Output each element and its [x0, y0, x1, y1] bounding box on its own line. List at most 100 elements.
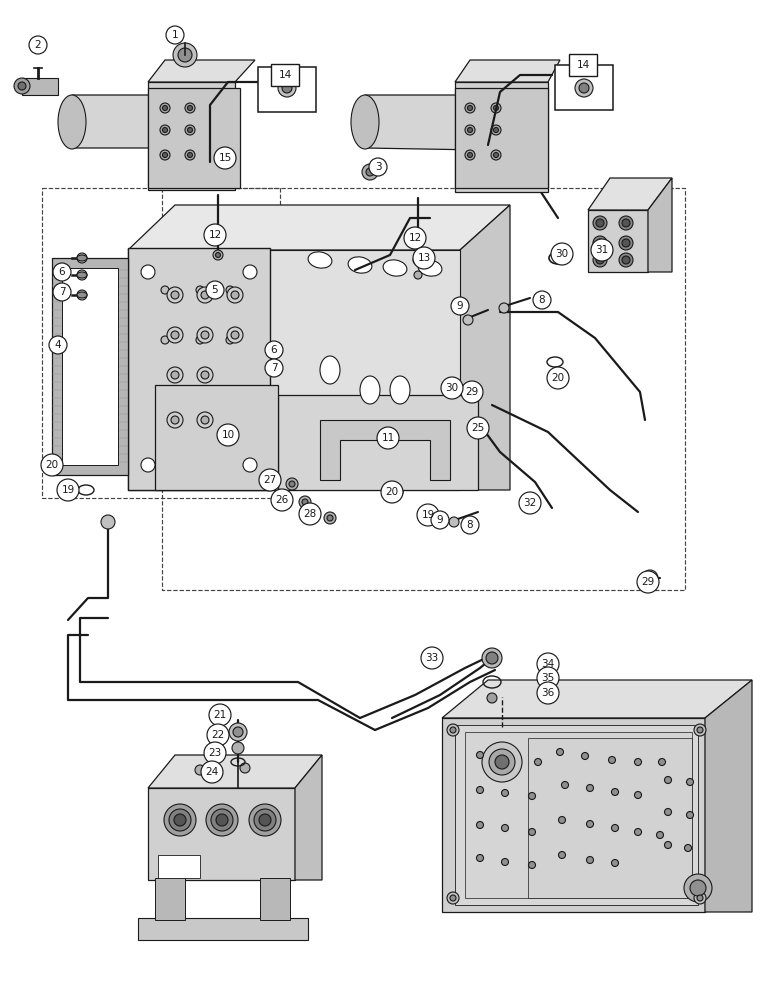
Circle shape	[491, 103, 501, 113]
Circle shape	[302, 499, 308, 505]
Circle shape	[611, 859, 618, 866]
Circle shape	[243, 265, 257, 279]
Circle shape	[619, 253, 633, 267]
Text: 13: 13	[418, 253, 431, 263]
Text: 4: 4	[55, 340, 61, 350]
Circle shape	[499, 303, 509, 313]
Circle shape	[327, 515, 333, 521]
Circle shape	[167, 327, 183, 343]
Circle shape	[558, 816, 566, 824]
Circle shape	[476, 854, 483, 861]
Circle shape	[162, 127, 168, 132]
Circle shape	[161, 336, 169, 344]
Circle shape	[162, 152, 168, 157]
Circle shape	[447, 724, 459, 736]
Circle shape	[619, 236, 633, 250]
Circle shape	[431, 511, 449, 529]
Polygon shape	[455, 88, 548, 188]
Polygon shape	[588, 178, 672, 210]
Text: 20: 20	[551, 373, 564, 383]
Circle shape	[489, 749, 515, 775]
Circle shape	[608, 756, 615, 764]
Text: 19: 19	[422, 510, 435, 520]
Ellipse shape	[360, 376, 380, 404]
Circle shape	[642, 570, 658, 586]
Circle shape	[29, 36, 47, 54]
Circle shape	[213, 250, 223, 260]
Circle shape	[468, 152, 472, 157]
Circle shape	[465, 150, 475, 160]
Circle shape	[209, 704, 231, 726]
Circle shape	[158, 333, 172, 347]
Circle shape	[525, 495, 539, 509]
Polygon shape	[455, 60, 560, 82]
Polygon shape	[588, 210, 648, 272]
Circle shape	[206, 804, 238, 836]
Circle shape	[215, 252, 221, 257]
Circle shape	[201, 761, 223, 783]
Circle shape	[160, 103, 170, 113]
Circle shape	[278, 79, 296, 97]
Circle shape	[593, 236, 607, 250]
Circle shape	[223, 333, 237, 347]
Circle shape	[502, 858, 509, 865]
Circle shape	[196, 286, 204, 294]
Circle shape	[369, 158, 387, 176]
Text: 19: 19	[62, 485, 75, 495]
Polygon shape	[148, 88, 240, 188]
Circle shape	[414, 271, 422, 279]
Text: 36: 36	[541, 688, 554, 698]
Circle shape	[468, 105, 472, 110]
Text: 29: 29	[466, 387, 479, 397]
Circle shape	[188, 127, 192, 132]
Circle shape	[167, 287, 183, 303]
Circle shape	[226, 336, 234, 344]
Text: 14: 14	[279, 70, 292, 80]
Circle shape	[417, 504, 439, 526]
Polygon shape	[155, 878, 185, 920]
Circle shape	[447, 892, 459, 904]
Ellipse shape	[77, 272, 87, 278]
Circle shape	[231, 291, 239, 299]
Circle shape	[635, 792, 642, 798]
Circle shape	[476, 786, 483, 794]
Circle shape	[476, 822, 483, 828]
Circle shape	[486, 652, 498, 664]
Circle shape	[299, 496, 311, 508]
Ellipse shape	[77, 292, 87, 298]
Circle shape	[450, 895, 456, 901]
Bar	[569, 54, 597, 76]
Text: 9: 9	[457, 301, 463, 311]
Circle shape	[690, 880, 706, 896]
Circle shape	[206, 281, 224, 299]
Circle shape	[537, 667, 559, 689]
Circle shape	[684, 874, 712, 902]
Circle shape	[197, 412, 213, 428]
Circle shape	[77, 290, 87, 300]
Circle shape	[656, 832, 663, 838]
Circle shape	[227, 327, 243, 343]
Text: 34: 34	[541, 659, 554, 669]
Circle shape	[587, 784, 594, 792]
Polygon shape	[320, 420, 450, 480]
Circle shape	[622, 256, 630, 264]
Circle shape	[579, 83, 589, 93]
Polygon shape	[158, 855, 200, 878]
Circle shape	[493, 127, 499, 132]
Circle shape	[49, 336, 67, 354]
Circle shape	[169, 809, 191, 831]
Text: 15: 15	[218, 153, 232, 163]
Circle shape	[41, 454, 63, 476]
Text: 20: 20	[385, 487, 398, 497]
Circle shape	[697, 895, 703, 901]
Circle shape	[587, 820, 594, 828]
Circle shape	[57, 479, 79, 501]
Circle shape	[201, 331, 209, 339]
Circle shape	[493, 152, 499, 157]
Polygon shape	[128, 250, 268, 490]
Text: 1: 1	[171, 30, 178, 40]
Text: 7: 7	[271, 363, 277, 373]
Circle shape	[694, 724, 706, 736]
Circle shape	[231, 331, 239, 339]
Ellipse shape	[320, 356, 340, 384]
